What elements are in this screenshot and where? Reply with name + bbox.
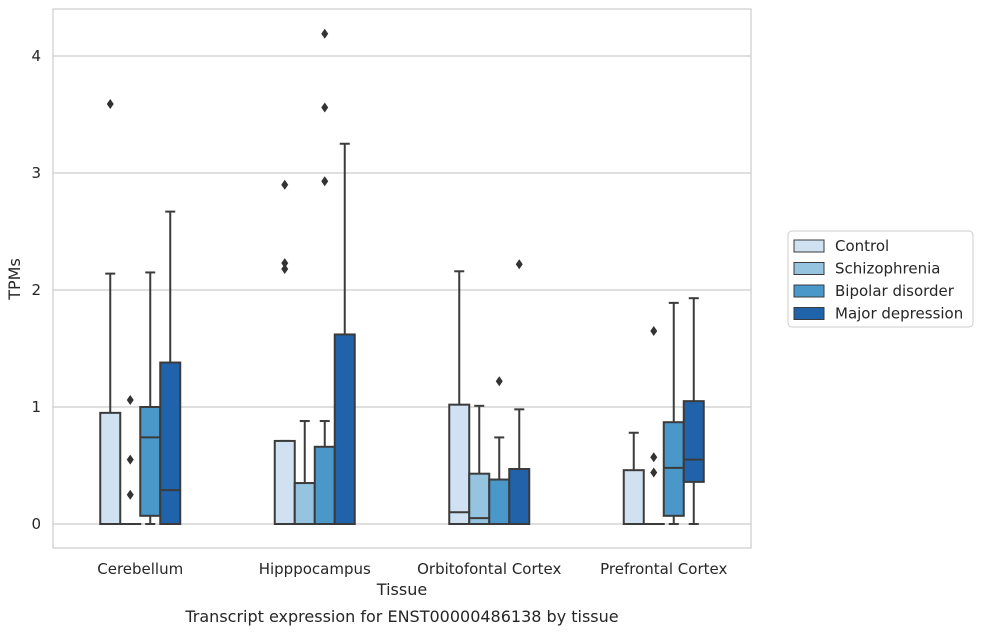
outlier-point	[321, 102, 329, 113]
box-iqr	[662, 421, 685, 517]
outlier-point	[281, 263, 289, 274]
legend-swatch	[793, 262, 825, 275]
outlier-point	[495, 376, 503, 387]
box-0-3	[159, 210, 182, 526]
box-3-0	[622, 431, 645, 525]
box-3-2	[662, 301, 685, 525]
legend-item: Control	[793, 237, 889, 255]
box-iqr	[159, 361, 182, 526]
x-tick-labels: Cerebellum Hipppocampus Orbitofontal Corte…	[97, 560, 727, 578]
box-groups	[99, 28, 705, 526]
outlier-point	[650, 452, 658, 463]
outlier-point	[106, 98, 114, 109]
y-tick-labels: 0 1 2 3 4	[31, 47, 41, 533]
outlier-point	[281, 179, 289, 190]
box-0-2	[139, 271, 162, 525]
box-0-0	[99, 98, 122, 526]
outlier-point	[515, 259, 523, 270]
plot-area-frame	[52, 8, 752, 549]
outlier-point	[321, 28, 329, 39]
legend-label: Bipolar disorder	[835, 282, 955, 300]
box-iqr	[99, 411, 122, 526]
box-iqr	[293, 482, 316, 525]
legend: Control Schizophrenia Bipolar disorder Majo…	[787, 230, 974, 328]
legend-swatch	[793, 284, 825, 298]
y-tick-label: 3	[31, 164, 41, 182]
outlier-point	[281, 258, 289, 269]
box-2-3	[508, 259, 531, 526]
box-0-1	[119, 394, 142, 526]
box-iqr	[448, 403, 471, 525]
legend-label: Control	[835, 237, 889, 255]
box-1-2	[313, 28, 336, 525]
box-iqr	[682, 400, 705, 483]
outlier-point	[126, 489, 134, 500]
box-iqr	[468, 472, 491, 526]
outlier-point	[126, 394, 134, 405]
outlier-point	[321, 176, 329, 187]
y-tick-label: 2	[31, 281, 41, 299]
box-2-2	[488, 376, 511, 526]
box-2-0	[448, 270, 471, 525]
y-tick-label: 1	[31, 398, 41, 416]
x-tick-label: Prefrontal Cortex	[600, 560, 727, 578]
box-1-0	[273, 179, 296, 525]
chart-caption: Transcript expression for ENST0000048613…	[184, 607, 618, 626]
outlier-point	[650, 467, 658, 478]
box-iqr	[622, 469, 645, 525]
outlier-point	[126, 454, 134, 465]
box-iqr	[273, 439, 296, 525]
legend-frame	[787, 230, 974, 328]
box-2-1	[468, 404, 491, 526]
box-iqr	[508, 468, 531, 526]
y-axis-label: TPMs	[5, 258, 24, 301]
legend-label: Schizophrenia	[835, 260, 940, 278]
x-axis-label: Tissue	[376, 580, 427, 599]
legend-item: Major depression	[793, 305, 963, 323]
box-3-1	[642, 325, 665, 526]
legend-swatch	[793, 307, 825, 320]
legend-swatch	[793, 239, 825, 253]
x-tick-label: Orbitofontal Cortex	[417, 560, 561, 578]
x-tick-label: Hipppocampus	[259, 560, 371, 578]
y-tick-label: 0	[31, 515, 41, 533]
x-tick-label: Cerebellum	[97, 560, 183, 578]
legend-item: Schizophrenia	[793, 260, 940, 278]
box-1-3	[333, 142, 356, 525]
legend-label: Major depression	[835, 305, 963, 323]
box-1-1	[293, 420, 316, 525]
legend-item: Bipolar disorder	[793, 282, 955, 300]
y-tick-label: 4	[31, 47, 41, 65]
box-3-3	[682, 297, 705, 525]
box-iqr	[488, 478, 511, 526]
outlier-point	[650, 325, 658, 336]
box-iqr	[313, 445, 336, 525]
box-iqr	[139, 406, 162, 517]
box-iqr	[333, 333, 356, 525]
